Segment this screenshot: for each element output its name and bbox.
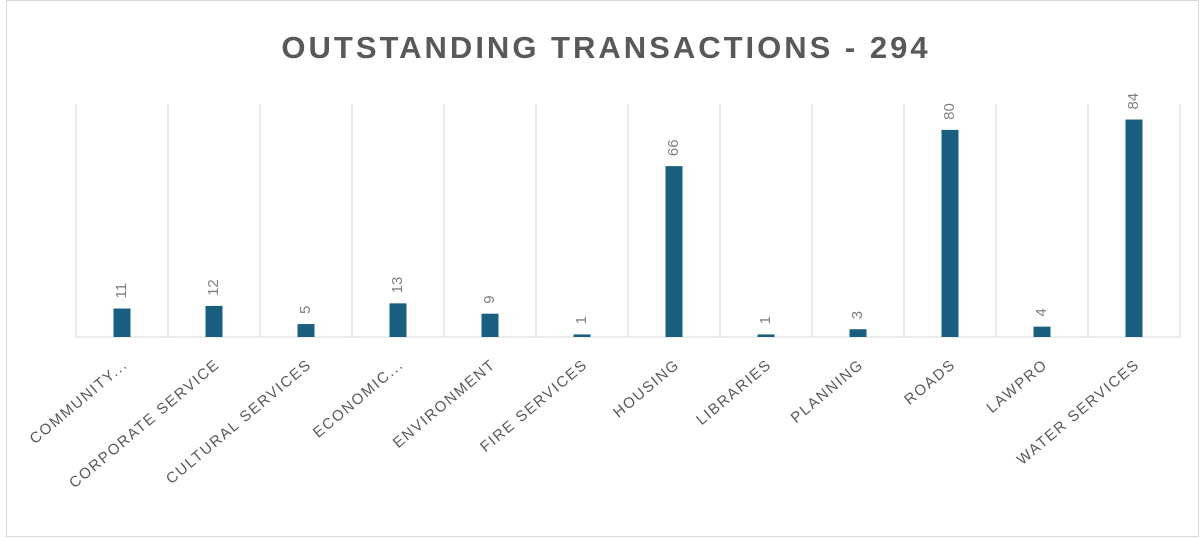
data-label: 5 — [297, 306, 314, 314]
bar — [297, 324, 315, 337]
bar — [481, 313, 499, 337]
bar — [665, 166, 683, 337]
bar — [757, 334, 775, 337]
bar — [941, 129, 959, 337]
data-label: 3 — [849, 311, 866, 319]
bar — [389, 303, 407, 337]
data-label: 84 — [1125, 93, 1142, 110]
data-label: 80 — [941, 103, 958, 120]
bar — [849, 329, 867, 337]
bar — [573, 334, 591, 337]
bar — [205, 305, 223, 337]
chart-border — [6, 0, 1199, 537]
data-label: 4 — [1033, 308, 1050, 316]
data-label: 13 — [389, 277, 406, 294]
data-label: 11 — [113, 283, 130, 299]
bar — [113, 308, 131, 337]
data-label: 9 — [481, 295, 498, 303]
chart-title: OUTSTANDING TRANSACTIONS - 294 — [281, 30, 930, 65]
data-label: 1 — [573, 316, 590, 324]
data-label: 1 — [757, 316, 774, 324]
data-label: 66 — [665, 139, 682, 156]
bar — [1125, 119, 1143, 338]
data-label: 12 — [205, 279, 222, 296]
bar — [1033, 326, 1051, 337]
